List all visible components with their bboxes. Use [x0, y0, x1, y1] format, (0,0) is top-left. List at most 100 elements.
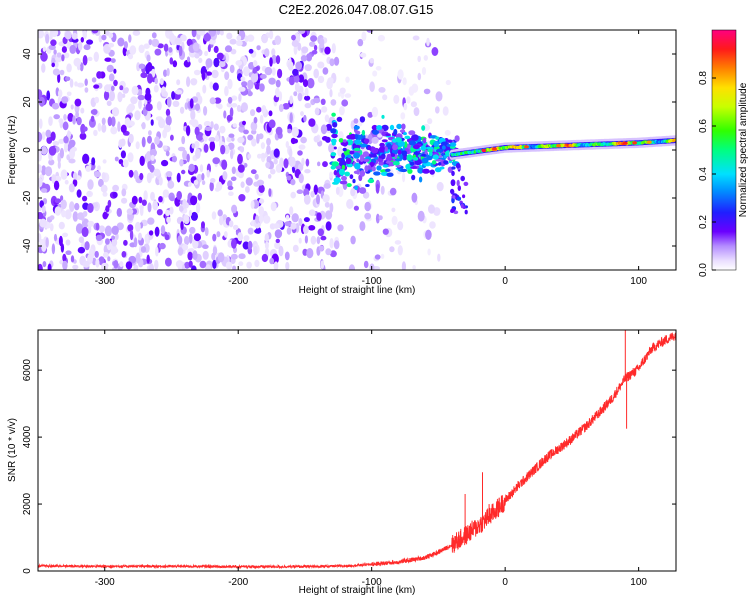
noise-blob — [393, 94, 400, 104]
noise-blob — [52, 141, 60, 146]
noise-blob — [247, 240, 253, 250]
noise-blob — [237, 232, 243, 242]
noise-blob — [176, 190, 182, 200]
transition-blob — [386, 153, 393, 161]
noise-blob — [128, 133, 134, 144]
noise-blob — [165, 108, 171, 117]
transition-blob — [409, 161, 415, 166]
noise-blob — [123, 239, 128, 246]
noise-blob — [289, 95, 294, 105]
noise-blob — [337, 146, 343, 157]
noise-blob — [427, 248, 431, 256]
noise-blob — [38, 131, 43, 143]
noise-blob — [65, 76, 71, 82]
noise-blob — [163, 69, 168, 77]
noise-blob — [209, 97, 216, 105]
noise-blob — [254, 259, 260, 268]
noise-blob — [314, 107, 320, 116]
noise-blob — [39, 118, 43, 129]
noise-blob — [162, 145, 168, 150]
noise-blob — [296, 189, 304, 194]
noise-blob — [283, 158, 289, 169]
snr-y-axis: 0 2000 4000 6000 — [22, 359, 676, 574]
noise-blob — [286, 175, 292, 181]
noise-blob — [193, 69, 201, 76]
noise-blob — [397, 245, 403, 256]
noise-blob — [228, 133, 235, 138]
noise-blob — [303, 194, 311, 205]
noise-blob — [435, 91, 443, 102]
snr-content — [38, 330, 676, 570]
noise-blob — [147, 135, 152, 144]
noise-blob — [212, 157, 220, 165]
noise-blob — [143, 190, 148, 202]
noise-blob — [313, 68, 320, 79]
transition-blob — [333, 177, 341, 184]
noise-blob — [267, 174, 272, 179]
noise-blob — [108, 42, 115, 48]
noise-blob — [97, 165, 101, 171]
noise-blob — [258, 184, 265, 193]
noise-blob — [275, 126, 283, 136]
noise-blob — [177, 262, 183, 270]
noise-blob — [374, 254, 381, 260]
noise-blob — [65, 239, 71, 246]
noise-blob — [53, 233, 58, 242]
noise-blob — [163, 43, 169, 52]
noise-blob — [227, 142, 235, 150]
noise-blob — [112, 191, 118, 198]
noise-blob — [117, 37, 125, 47]
transition-blob — [441, 145, 446, 150]
transition-blob — [361, 129, 366, 136]
noise-blob — [170, 134, 174, 141]
noise-blob — [341, 99, 349, 107]
noise-blob — [87, 203, 94, 213]
noise-blob — [42, 261, 47, 268]
transition-blob — [393, 128, 398, 136]
transition-blob — [422, 137, 427, 144]
noise-blob — [154, 226, 160, 237]
noise-blob — [208, 137, 216, 142]
noise-blob — [305, 158, 310, 167]
noise-blob — [212, 233, 217, 242]
noise-blob — [161, 159, 169, 167]
noise-blob — [203, 33, 211, 42]
noise-blob — [335, 186, 340, 195]
noise-blob — [231, 136, 235, 142]
snr-y-axis-label: SNR (10 * v/v) — [7, 418, 18, 482]
noise-blob — [135, 252, 141, 264]
noise-blob — [255, 214, 260, 224]
transition-blob — [389, 124, 395, 131]
noise-blob — [230, 149, 234, 160]
noise-blob — [98, 225, 105, 233]
noise-blob — [224, 85, 229, 97]
transition-blob — [401, 123, 406, 130]
noise-blob — [171, 91, 176, 100]
noise-blob — [110, 58, 116, 63]
transition-blob — [418, 176, 423, 183]
noise-blob — [290, 178, 296, 186]
noise-blob — [304, 169, 311, 174]
noise-blob — [271, 67, 276, 76]
noise-blob — [397, 69, 404, 80]
noise-blob — [107, 256, 111, 262]
noise-blob — [62, 232, 69, 238]
noise-blob — [204, 126, 212, 132]
noise-blob — [48, 146, 57, 156]
transition-blob — [333, 169, 338, 176]
noise-blob — [403, 102, 408, 111]
transition-blob — [359, 170, 366, 177]
noise-blob — [86, 190, 92, 196]
noise-blob — [146, 254, 150, 264]
noise-blob — [251, 138, 257, 147]
noise-blob — [323, 183, 331, 189]
noise-blob — [108, 73, 115, 82]
noise-blob — [274, 35, 282, 45]
noise-blob — [62, 260, 68, 270]
noise-blob — [164, 234, 170, 241]
transition-blob — [433, 140, 439, 148]
noise-blob — [339, 106, 345, 116]
transition-blob — [417, 167, 424, 174]
noise-blob — [149, 148, 157, 157]
noise-blob — [308, 209, 316, 216]
